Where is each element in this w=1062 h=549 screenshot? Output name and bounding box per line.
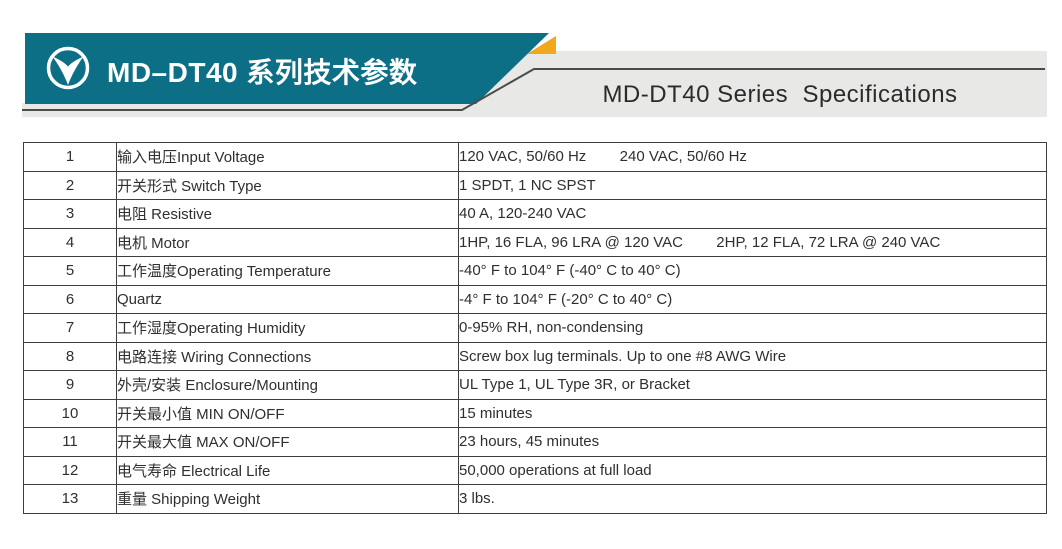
row-number: 7 [23,313,117,343]
table-row: 5 工作温度Operating Temperature -40° F to 10… [23,256,1047,286]
row-number: 5 [23,256,117,286]
table-row: 10 开关最小值 MIN ON/OFF 15 minutes [23,398,1047,428]
param-name: 开关最大值 MAX ON/OFF [116,427,459,457]
row-number: 8 [23,341,117,371]
param-value: 1HP, 16 FLA, 96 LRA @ 120 VAC 2HP, 12 FL… [458,227,1047,257]
table-row: 6 Quartz -4° F to 104° F (-20° C to 40° … [23,284,1047,314]
table-row: 13 重量 Shipping Weight 3 lbs. [23,484,1047,514]
table-row: 4 电机 Motor 1HP, 16 FLA, 96 LRA @ 120 VAC… [23,227,1047,257]
param-value: -40° F to 104° F (-40° C to 40° C) [458,256,1047,286]
header-banner [22,33,1047,117]
param-value: Screw box lug terminals. Up to one #8 AW… [458,341,1047,371]
row-number: 2 [23,170,117,200]
param-name: 电阻 Resistive [116,199,459,229]
table-row: 9 外壳/安装 Enclosure/Mounting UL Type 1, UL… [23,370,1047,400]
param-value: 40 A, 120-240 VAC [458,199,1047,229]
table-row: 7 工作湿度Operating Humidity 0-95% RH, non-c… [23,313,1047,343]
param-value: 0-95% RH, non-condensing [458,313,1047,343]
spec-table: 1 输入电压Input Voltage 120 VAC, 50/60 Hz 24… [23,142,1047,514]
teal-banner [25,33,549,104]
param-name: 外壳/安装 Enclosure/Mounting [116,370,459,400]
param-name: 重量 Shipping Weight [116,484,459,514]
row-number: 9 [23,370,117,400]
gray-band [22,51,1047,117]
page-title-chinese: MD–DT40 系列技术参数 [107,57,418,88]
row-number: 10 [23,398,117,428]
param-value: 23 hours, 45 minutes [458,427,1047,457]
param-name: 电路连接 Wiring Connections [116,341,459,371]
table-row: 11 开关最大值 MAX ON/OFF 23 hours, 45 minutes [23,427,1047,457]
param-name: 输入电压Input Voltage [116,142,459,172]
param-value: UL Type 1, UL Type 3R, or Bracket [458,370,1047,400]
row-number: 13 [23,484,117,514]
row-number: 12 [23,455,117,485]
table-row: 3 电阻 Resistive 40 A, 120-240 VAC [23,199,1047,229]
param-name: 电机 Motor [116,227,459,257]
down-arrow-circle-icon [46,46,90,90]
table-row: 12 电气寿命 Electrical Life 50,000 operation… [23,455,1047,485]
param-value: 15 minutes [458,398,1047,428]
row-number: 11 [23,427,117,457]
row-number: 6 [23,284,117,314]
param-name: 电气寿命 Electrical Life [116,455,459,485]
row-number: 3 [23,199,117,229]
row-number: 1 [23,142,117,172]
orange-corner-triangle [527,36,556,54]
param-name: Quartz [116,284,459,314]
param-value: -4° F to 104° F (-20° C to 40° C) [458,284,1047,314]
param-value: 120 VAC, 50/60 Hz 240 VAC, 50/60 Hz [458,142,1047,172]
param-name: 开关形式 Switch Type [116,170,459,200]
param-name: 工作温度Operating Temperature [116,256,459,286]
param-name: 开关最小值 MIN ON/OFF [116,398,459,428]
table-row: 8 电路连接 Wiring Connections Screw box lug … [23,341,1047,371]
table-row: 2 开关形式 Switch Type 1 SPDT, 1 NC SPST [23,170,1047,200]
row-number: 4 [23,227,117,257]
table-row: 1 输入电压Input Voltage 120 VAC, 50/60 Hz 24… [23,142,1047,172]
param-value: 1 SPDT, 1 NC SPST [458,170,1047,200]
param-name: 工作湿度Operating Humidity [116,313,459,343]
header-outline-line [22,68,1045,111]
param-value: 50,000 operations at full load [458,455,1047,485]
page-title-english: MD-DT40 Series Specifications [602,81,958,108]
param-value: 3 lbs. [458,484,1047,514]
